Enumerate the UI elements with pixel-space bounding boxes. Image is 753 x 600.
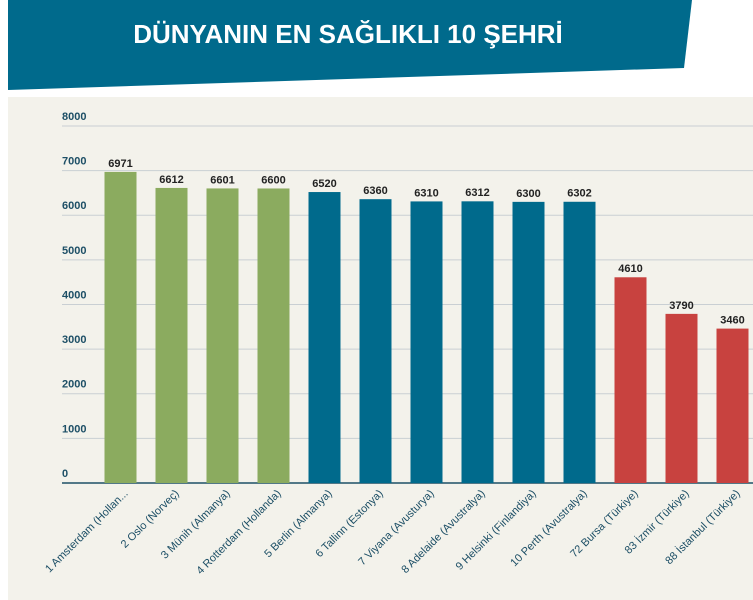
- value-label: 6612: [159, 174, 183, 186]
- value-label: 4610: [618, 263, 642, 275]
- bar: [614, 277, 647, 483]
- value-label: 6302: [567, 188, 591, 200]
- value-label: 6300: [516, 188, 540, 200]
- bar: [665, 313, 698, 483]
- value-label: 6312: [465, 187, 489, 199]
- header-banner: [8, 0, 692, 90]
- y-tick-label: 6000: [62, 200, 86, 212]
- value-label: 6360: [363, 185, 387, 197]
- y-tick-label: 0: [62, 468, 68, 480]
- value-label: 3790: [669, 300, 693, 312]
- y-tick-label: 2000: [62, 379, 86, 391]
- bar: [155, 187, 188, 483]
- bar: [716, 328, 749, 483]
- y-tick-label: 8000: [62, 111, 86, 123]
- value-label: 6600: [261, 174, 285, 186]
- value-label: 6310: [414, 187, 438, 199]
- bar: [257, 188, 290, 483]
- bar: [359, 199, 392, 483]
- y-tick-label: 3000: [62, 334, 86, 346]
- bar: [410, 201, 443, 483]
- chart-title: DÜNYANIN EN SAĞLIKLI 10 ŞEHRİ: [133, 19, 563, 49]
- value-label: 3460: [720, 315, 744, 327]
- bar: [563, 201, 596, 483]
- value-label: 6971: [108, 158, 132, 170]
- y-tick-label: 4000: [62, 289, 86, 301]
- bar: [206, 188, 239, 484]
- bar: [512, 201, 545, 484]
- value-label: 6520: [312, 178, 336, 190]
- bar: [461, 201, 494, 483]
- y-tick-label: 1000: [62, 423, 86, 435]
- bar: [308, 192, 341, 484]
- bar: [104, 171, 137, 483]
- y-tick-label: 7000: [62, 156, 86, 168]
- y-tick-label: 5000: [62, 245, 86, 257]
- value-label: 6601: [210, 174, 234, 186]
